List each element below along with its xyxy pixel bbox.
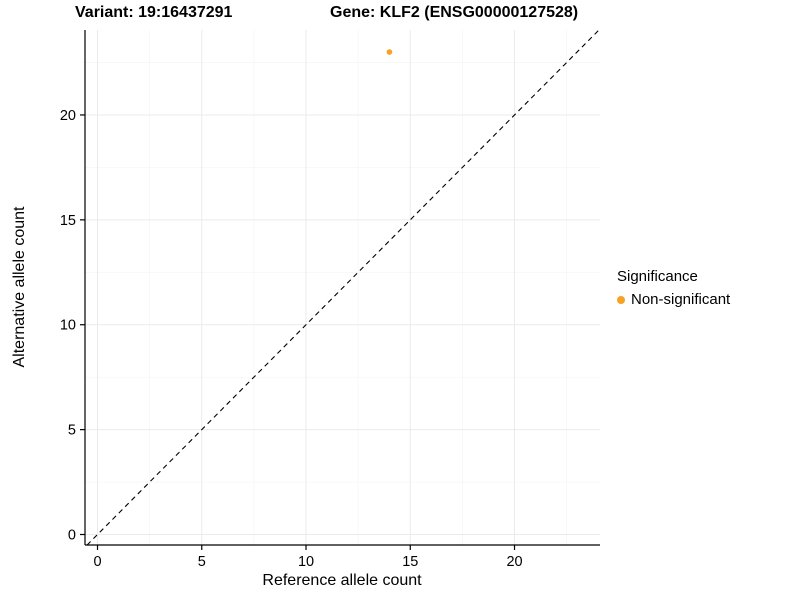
identity-line	[86, 29, 600, 546]
x-tick-label: 15	[402, 554, 418, 570]
legend-point-icon	[617, 295, 625, 304]
y-tick-label: 15	[60, 213, 76, 229]
legend: Significance Non-significant	[617, 268, 730, 308]
y-tick-label: 10	[60, 318, 76, 334]
legend-title: Significance	[617, 268, 698, 285]
plot-title-variant: Variant: 19:16437291	[75, 4, 233, 21]
plot-title-gene: Gene: KLF2 (ENSG00000127528)	[330, 4, 579, 21]
x-tick-label: 0	[93, 554, 101, 570]
legend-item-label: Non-significant	[631, 291, 731, 308]
data-point	[386, 49, 393, 55]
x-tick-label: 10	[298, 554, 314, 570]
y-tick-label: 20	[60, 108, 76, 124]
x-tick-label: 20	[506, 554, 522, 570]
x-axis-title: Reference allele count	[262, 572, 422, 589]
x-tick-label: 5	[198, 554, 206, 570]
y-tick-label: 0	[68, 528, 76, 544]
legend-item: Non-significant	[617, 291, 730, 308]
y-axis-title: Alternative allele count	[11, 206, 28, 368]
y-tick-label: 5	[68, 423, 76, 439]
